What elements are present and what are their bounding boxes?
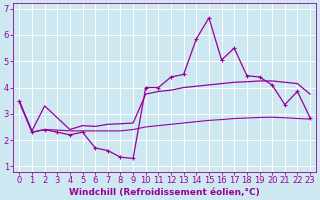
X-axis label: Windchill (Refroidissement éolien,°C): Windchill (Refroidissement éolien,°C)	[69, 188, 260, 197]
